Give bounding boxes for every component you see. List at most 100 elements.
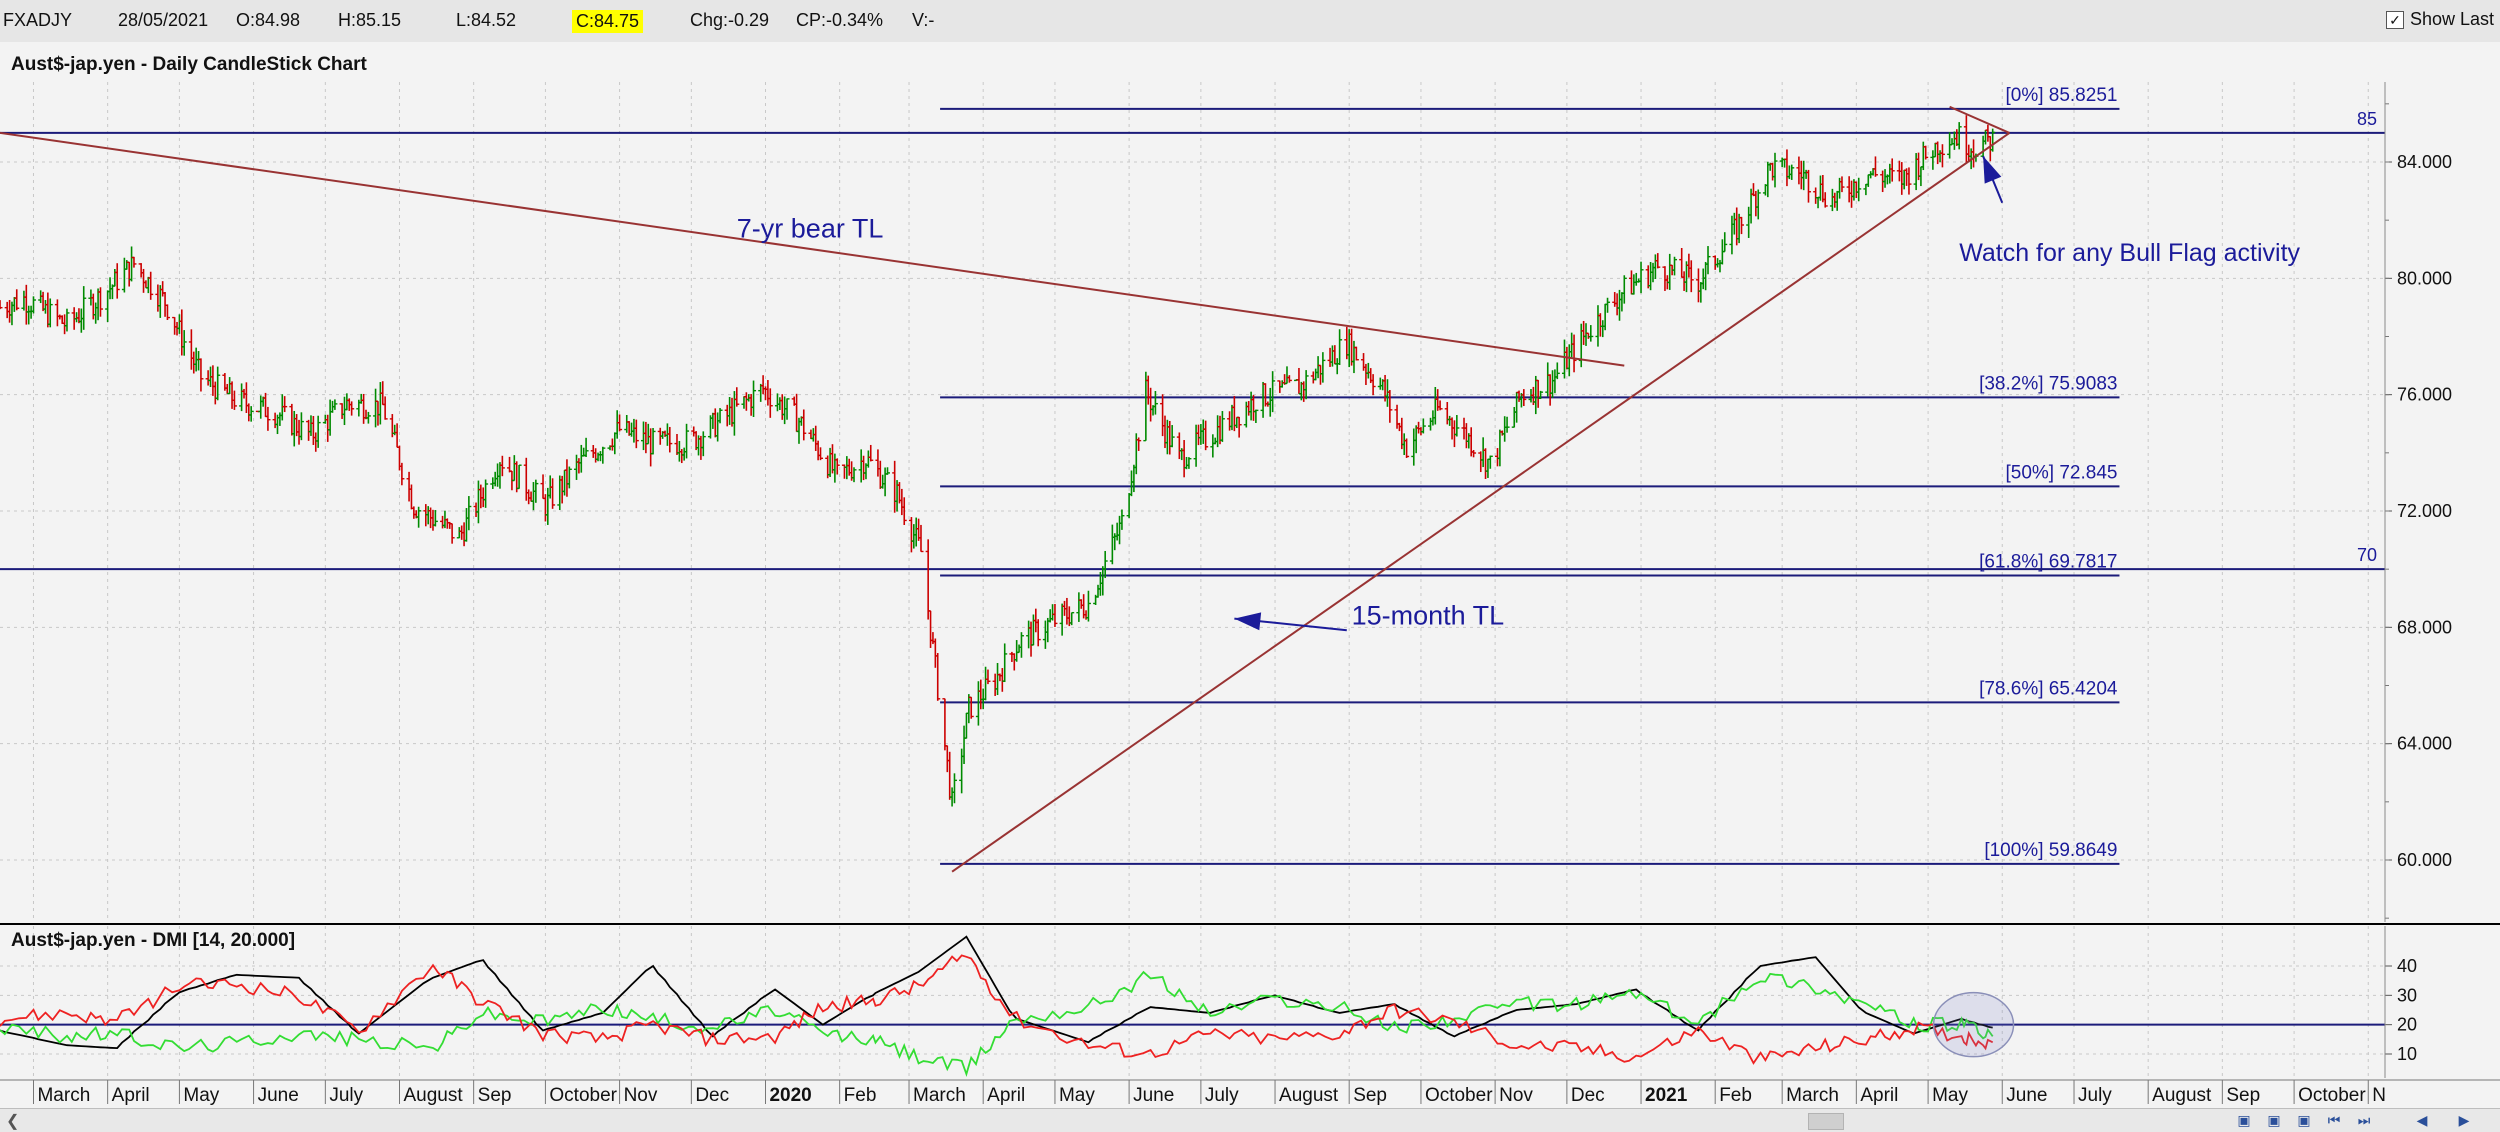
price-bar [1605,297,1611,313]
price-bar [1872,156,1878,177]
price-bar [951,773,957,804]
first-page-icon[interactable]: ⏮ [2327,1112,2341,1128]
price-bar [449,523,455,544]
price-bar [784,398,790,420]
price-bar [1923,145,1929,160]
fib-level-label: [38.2%] 75.9083 [1979,373,2117,394]
price-bar [1588,325,1594,342]
trendline [0,131,1625,367]
annotation-text: 7-yr bear TL [737,214,884,244]
price-bar [868,444,874,462]
horizontal-level-label: 70 [2357,545,2377,565]
price-bar [1437,400,1443,411]
zoom-out-icon[interactable]: ▣ [2267,1112,2281,1128]
scroll-next-icon[interactable]: ▶ [2458,1112,2470,1128]
price-bar [1136,437,1142,451]
date-label: 28/05/2021 [118,10,209,30]
price-bar [1236,416,1242,438]
price-bar [566,466,572,489]
price-bar [499,455,505,477]
x-tick-label: March [1786,1085,1839,1106]
price-chart: [0%] 85.8251 [38.2%] 75.9083 [50%] 72.845 [… [0,42,2500,1108]
price-bar [1856,177,1862,202]
x-tick-label: July [2078,1085,2112,1106]
price-bar [1420,418,1426,434]
price-bar [935,653,941,701]
zoom-fit-icon[interactable]: ▣ [2297,1112,2311,1128]
price-bar [700,431,706,457]
price-bar [918,524,924,553]
axes: March April May June July August Sep October Nov… [32,82,2452,1106]
scrollbar[interactable]: ❮ ▣ ▣ ▣ ⏮ ⏭ ◀ ▶ [0,1108,2500,1132]
price-bar [516,464,522,490]
price-bar [985,669,991,685]
price-bar [1621,275,1627,304]
price-bar [901,497,907,525]
x-tick-label: Dec [1571,1085,1605,1106]
x-tick-label: Dec [695,1085,729,1106]
price-bar [282,396,288,413]
price-bar [349,401,355,416]
price-bar [1320,352,1326,383]
price-bar [1839,176,1845,193]
price-bar [1052,603,1058,627]
price-bar [248,406,254,422]
price-bar [1805,169,1811,203]
price-bar [633,419,639,449]
price-bar [1337,329,1343,365]
x-tick-label: April [1860,1085,1898,1106]
annotation-arrow-head [1234,612,1262,631]
price-bar [231,390,237,410]
fib-level-label: [0%] 85.8251 [2005,85,2117,106]
price-bar [583,437,589,457]
x-tick-label: April [112,1085,150,1106]
price-bar [382,396,388,420]
price-bar [97,287,103,317]
price-bar [1471,449,1477,458]
price-bar [416,506,422,528]
zoom-in-icon[interactable]: ▣ [2237,1112,2251,1128]
horizontal-level-label: 85 [2357,109,2377,129]
dmi-series-line [0,954,1994,1065]
x-tick-label: May [183,1085,219,1106]
main-chart-title: Aust$-jap.yen - Daily CandleStick Chart [11,54,367,75]
price-bar [1387,390,1393,423]
annotation-arrow-head [1983,156,2002,184]
price-bar [834,458,840,475]
y-tick-label: 60.000 [2397,850,2452,870]
price-bar [1152,391,1158,415]
trendlines [0,105,2011,873]
scroll-thumb[interactable] [1808,1113,1844,1130]
y-tick-label: 80.000 [2397,268,2452,288]
fib-level-label: [100%] 59.8649 [1984,840,2117,861]
last-page-icon[interactable]: ⏭ [2357,1112,2371,1128]
price-bar [215,366,221,401]
fib-level-label: [78.6%] 65.4204 [1979,678,2118,699]
price-bar [1638,261,1644,294]
dmi-y-tick-label: 40 [2397,956,2417,976]
x-tick-label: March [913,1085,966,1106]
volume-value: V:- [912,10,935,30]
show-last-checkbox[interactable]: ✓ [2385,10,2404,29]
x-tick-label: July [329,1085,363,1106]
y-tick-label: 72.000 [2397,501,2452,521]
price-bar [1002,643,1008,683]
trendline [1949,105,2010,134]
x-tick-label: Sep [2226,1085,2260,1106]
price-bar [114,263,120,299]
scroll-prev-icon[interactable]: ◀ [2416,1112,2428,1128]
annotation-text: Watch for any Bull Flag activity [1959,239,2300,267]
low-value: L:84.52 [456,10,517,30]
dmi-highlight-circle [1932,991,2015,1058]
price-bar [1755,189,1761,220]
price-bar [365,411,371,424]
show-last-toggle[interactable]: ✓ Show Last [2385,9,2494,30]
price-bar [399,462,405,486]
scroll-left-icon[interactable]: ❮ [6,1113,20,1130]
price-bar [47,298,53,328]
price-bar [734,387,740,407]
price-bar [466,496,472,531]
dmi-chart-title: Aust$-jap.yen - DMI [14, 20.000] [11,930,295,951]
price-bar [650,427,656,455]
dmi-y-tick-label: 30 [2397,985,2417,1005]
